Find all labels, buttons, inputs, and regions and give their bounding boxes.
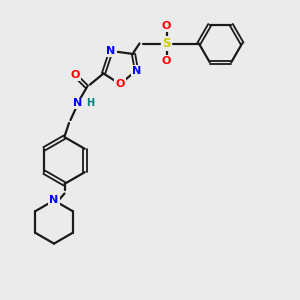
Text: H: H (86, 98, 95, 108)
Text: N: N (74, 98, 82, 109)
Text: O: O (70, 70, 80, 80)
Text: N: N (106, 46, 116, 56)
Text: N: N (50, 195, 58, 206)
Text: O: O (115, 79, 125, 89)
Text: S: S (162, 37, 171, 50)
Text: O: O (162, 56, 171, 66)
Text: O: O (162, 21, 171, 31)
Text: N: N (132, 65, 141, 76)
